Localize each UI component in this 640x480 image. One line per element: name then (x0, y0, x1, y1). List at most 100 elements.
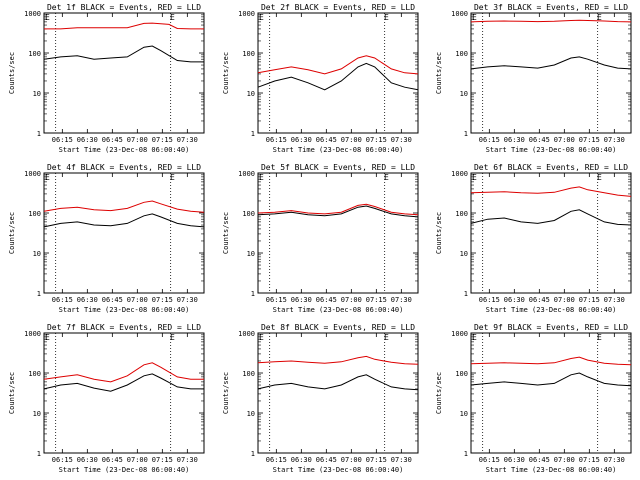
lld-series-line (44, 22, 204, 30)
events-series-line (43, 373, 204, 392)
event-marker: E (597, 13, 602, 22)
x-tick-label: 06:45 (529, 296, 550, 304)
y-tick-label: 100 (455, 370, 468, 378)
y-axis-label: Counts/sec (8, 52, 16, 94)
events-series-line (43, 45, 204, 63)
x-tick-label: 07:30 (604, 136, 625, 144)
y-axis-label: Counts/sec (435, 212, 443, 254)
x-tick-label: 06:15 (52, 296, 73, 304)
lld-series-line (257, 355, 419, 365)
event-marker: E (170, 13, 175, 22)
panel-det-8: Det 8f BLACK = Events, RED = LLD 1 10 100 10… (222, 323, 419, 474)
event-marker: E (259, 13, 264, 22)
events-series-line (470, 56, 632, 70)
events-series-line (257, 205, 419, 218)
panel-title: Det 6f BLACK = Events, RED = LLD (474, 163, 628, 172)
x-tick-label: 06:45 (529, 456, 550, 464)
y-axis-label: Counts/sec (222, 372, 230, 414)
y-axis-label: Counts/sec (8, 212, 16, 254)
event-marker: E (384, 173, 389, 182)
panel-det-9: Det 9f BLACK = Events, RED = LLD 1 10 100 10… (435, 323, 632, 474)
y-tick-label: 10 (460, 410, 468, 418)
panel-title: Det 8f BLACK = Events, RED = LLD (261, 323, 415, 332)
x-tick-label: 06:15 (479, 456, 500, 464)
x-axis-label: Start Time (23-Dec-08 06:00:40) (59, 146, 190, 154)
y-tick-label: 100 (28, 370, 41, 378)
panel-det-5: Det 5f BLACK = Events, RED = LLD 1 10 100 10… (222, 163, 419, 314)
x-tick-label: 07:00 (554, 136, 575, 144)
event-marker: E (472, 333, 477, 342)
panel-det-1: Det 1f BLACK = Events, RED = LLD 1 10 100 10… (8, 3, 205, 154)
x-tick-label: 07:15 (152, 136, 173, 144)
y-axis-label: Counts/sec (222, 212, 230, 254)
events-series-line (257, 62, 419, 91)
plot-frame (43, 172, 205, 294)
lld-series-line (257, 203, 419, 216)
lld-series-line (43, 200, 205, 213)
x-tick-label: 06:45 (102, 456, 123, 464)
lld-series-line (470, 356, 632, 366)
x-tick-label: 06:45 (316, 296, 337, 304)
x-axis-label: Start Time (23-Dec-08 06:00:40) (486, 466, 617, 474)
y-tick-label: 1000 (451, 170, 468, 178)
y-axis-label: Counts/sec (435, 372, 443, 414)
panel-title: Det 4f BLACK = Events, RED = LLD (47, 163, 201, 172)
events-series-line (257, 374, 419, 391)
events-series-line (470, 372, 632, 387)
x-axis-label: Start Time (23-Dec-08 06:00:40) (59, 466, 190, 474)
x-tick-label: 06:30 (291, 296, 312, 304)
plot-frame (470, 172, 632, 294)
panel-det-3: Det 3f BLACK = Events, RED = LLD 1 10 100 10… (435, 3, 632, 154)
x-tick-label: 07:00 (127, 136, 148, 144)
y-tick-label: 1 (464, 130, 468, 138)
event-marker: E (597, 173, 602, 182)
x-tick-label: 06:15 (266, 456, 287, 464)
panel-det-2: Det 2f BLACK = Events, RED = LLD 1 10 100 10… (222, 3, 419, 154)
events-series-line (43, 213, 205, 228)
plot-frame (257, 172, 419, 294)
events-series-line (470, 209, 632, 226)
y-tick-label: 10 (460, 90, 468, 98)
x-tick-label: 06:30 (77, 456, 98, 464)
plot-frame (470, 332, 632, 454)
y-tick-label: 1 (251, 450, 255, 458)
x-tick-label: 07:15 (579, 136, 600, 144)
x-tick-label: 07:30 (177, 136, 198, 144)
y-tick-label: 10 (460, 250, 468, 258)
panel-det-4: Det 4f BLACK = Events, RED = LLD 1 10 100 10… (8, 163, 205, 314)
event-marker: E (597, 333, 602, 342)
event-marker: E (45, 333, 50, 342)
y-tick-label: 1 (37, 290, 41, 298)
x-tick-label: 07:00 (554, 456, 575, 464)
event-marker: E (45, 173, 50, 182)
x-tick-label: 06:45 (316, 456, 337, 464)
x-tick-label: 07:30 (604, 296, 625, 304)
y-tick-label: 1 (464, 290, 468, 298)
y-tick-label: 10 (33, 250, 41, 258)
panel-det-7: Det 7f BLACK = Events, RED = LLD 1 10 100 10… (8, 323, 205, 474)
plot-frame (257, 332, 419, 454)
x-tick-label: 06:15 (266, 136, 287, 144)
y-tick-label: 100 (242, 210, 255, 218)
x-tick-label: 06:30 (504, 136, 525, 144)
panel-title: Det 2f BLACK = Events, RED = LLD (261, 3, 415, 12)
y-tick-label: 1000 (24, 170, 41, 178)
y-tick-label: 1000 (238, 10, 255, 18)
y-tick-label: 1 (37, 130, 41, 138)
x-axis-label: Start Time (23-Dec-08 06:00:40) (273, 146, 404, 154)
y-tick-label: 10 (247, 250, 255, 258)
panel-title: Det 5f BLACK = Events, RED = LLD (261, 163, 415, 172)
event-marker: E (170, 173, 175, 182)
x-tick-label: 07:00 (554, 296, 575, 304)
y-tick-label: 1 (37, 450, 41, 458)
x-tick-label: 07:30 (391, 296, 412, 304)
y-tick-label: 1000 (238, 330, 255, 338)
y-tick-label: 100 (242, 370, 255, 378)
x-tick-label: 06:30 (291, 136, 312, 144)
x-tick-label: 06:30 (291, 456, 312, 464)
y-tick-label: 1000 (451, 330, 468, 338)
y-tick-label: 1 (251, 290, 255, 298)
event-marker: E (259, 333, 264, 342)
event-marker: E (472, 173, 477, 182)
